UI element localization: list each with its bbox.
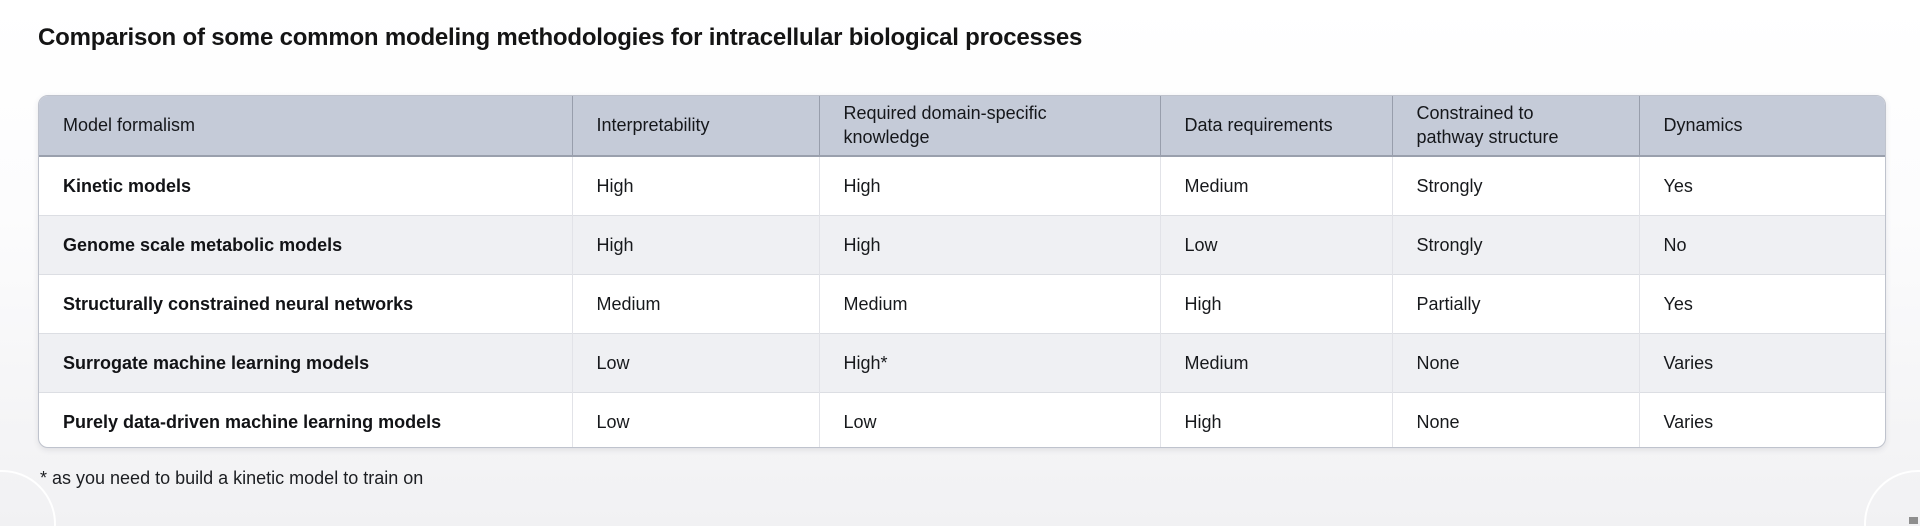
cell-data-requirements: Medium: [1160, 156, 1393, 216]
cell-dynamics: Varies: [1639, 392, 1885, 447]
cell-required-knowledge: High*: [819, 333, 1161, 393]
cell-pathway-constraint: Strongly: [1392, 156, 1640, 216]
cell-interpretability: High: [572, 215, 820, 275]
cell-pathway-constraint: Partially: [1392, 274, 1640, 334]
cell-dynamics: Varies: [1639, 333, 1885, 393]
cell-dynamics: No: [1639, 215, 1885, 275]
table-row-kinetic-models: Kinetic models High High Medium Strongly…: [39, 156, 1885, 216]
table-row-purely-data-driven-ml-models: Purely data-driven machine learning mode…: [39, 392, 1885, 447]
header-cell-required-knowledge: Required domain-specific knowledge: [819, 96, 1161, 157]
cell-interpretability: Low: [572, 333, 820, 393]
cell-required-knowledge: High: [819, 215, 1161, 275]
page-title: Comparison of some common modeling metho…: [38, 24, 1083, 51]
header-cell-model-formalism: Model formalism: [39, 96, 573, 157]
cell-pathway-constraint: None: [1392, 392, 1640, 447]
row-header-cell: Purely data-driven machine learning mode…: [39, 392, 573, 447]
cell-required-knowledge: High: [819, 156, 1161, 216]
cell-data-requirements: Medium: [1160, 333, 1393, 393]
cell-data-requirements: High: [1160, 274, 1393, 334]
cell-dynamics: Yes: [1639, 274, 1885, 334]
header-cell-data-requirements: Data requirements: [1160, 96, 1393, 157]
cell-dynamics: Yes: [1663, 175, 1693, 196]
resize-grip-icon: [1909, 517, 1918, 524]
header-cell-dynamics: Dynamics: [1639, 96, 1885, 157]
cell-data-requirements: Low: [1160, 215, 1393, 275]
row-header-cell: Structurally constrained neural networks: [39, 274, 573, 334]
cell-required-knowledge: Medium: [819, 274, 1161, 334]
header-cell-interpretability: Interpretability: [572, 96, 820, 157]
cell-interpretability: Low: [572, 392, 820, 447]
row-header-cell: Genome scale metabolic models: [39, 215, 573, 275]
row-header-cell: Kinetic models: [39, 156, 573, 216]
row-header-cell: Surrogate machine learning models: [39, 333, 573, 393]
header-cell-pathway-constraint: Constrained to pathway structure: [1392, 96, 1640, 157]
cell-pathway-constraint: None: [1392, 333, 1640, 393]
footnote: * as you need to build a kinetic model t…: [40, 468, 424, 488]
cell-required-knowledge: Low: [819, 392, 1161, 447]
comparison-table: Model formalism Interpretability Require…: [39, 96, 1885, 447]
table-row-structurally-constrained-nn: Structurally constrained neural networks…: [39, 274, 1885, 334]
table-header-row: Model formalism Interpretability Require…: [39, 96, 1885, 157]
table-row-genome-scale-models: Genome scale metabolic models High High …: [39, 215, 1885, 275]
cell-data-requirements: High: [1160, 392, 1393, 447]
cell-interpretability: Medium: [572, 274, 820, 334]
cell-interpretability: High: [572, 156, 820, 216]
comparison-table-card: Model formalism Interpretability Require…: [38, 95, 1886, 448]
cell-pathway-constraint: Strongly: [1392, 215, 1640, 275]
table-row-surrogate-ml-models: Surrogate machine learning models Low Hi…: [39, 333, 1885, 393]
